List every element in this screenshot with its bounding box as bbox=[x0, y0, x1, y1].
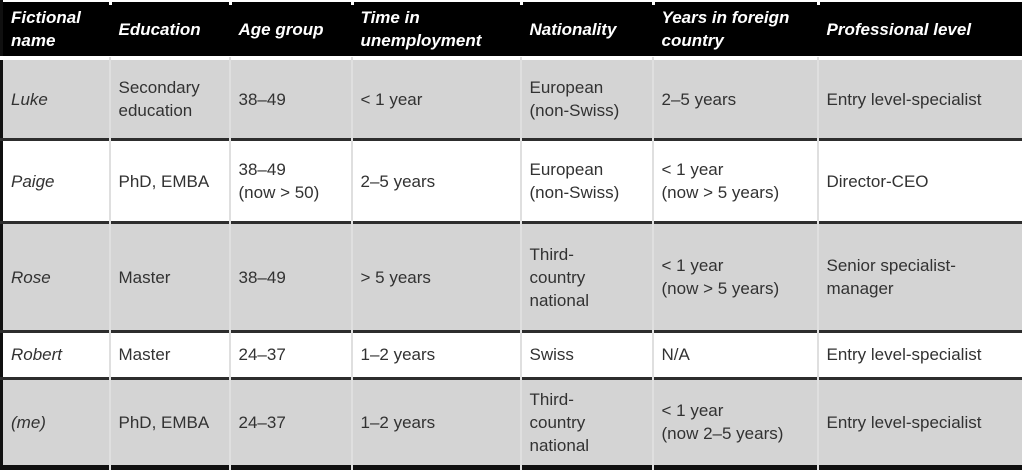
cell-fictional-name: Robert bbox=[1, 330, 111, 379]
table-row-robert: Robert Master 24–37 1–2 years Swiss N/A … bbox=[1, 330, 1022, 379]
cell-education: Master bbox=[110, 221, 231, 332]
table-row-rose: Rose Master 38–49 > 5 years Third- count… bbox=[1, 221, 1022, 332]
cell-time-in-unemployment: 1–2 years bbox=[352, 376, 522, 468]
cell-professional-level: Entry level-specialist bbox=[818, 330, 1022, 379]
cell-fictional-name: Paige bbox=[1, 138, 111, 223]
cell-education: PhD, EMBA bbox=[110, 138, 231, 223]
column-header-fictional-name: Fictional name bbox=[1, 1, 111, 60]
cell-years-in-foreign-country: 2–5 years bbox=[653, 58, 819, 140]
cell-years-in-foreign-country: < 1 year (now > 5 years) bbox=[653, 221, 819, 332]
cell-professional-level: Entry level-specialist bbox=[818, 376, 1022, 468]
column-header-professional-level: Professional level bbox=[818, 1, 1022, 60]
cell-education: Master bbox=[110, 330, 231, 379]
cell-nationality: Swiss bbox=[521, 330, 654, 379]
cell-age-group: 38–49 bbox=[230, 58, 353, 140]
cell-time-in-unemployment: < 1 year bbox=[352, 58, 522, 140]
cell-fictional-name: Rose bbox=[1, 221, 111, 332]
column-header-nationality: Nationality bbox=[521, 1, 654, 60]
cell-education: PhD, EMBA bbox=[110, 376, 231, 468]
column-header-education: Education bbox=[110, 1, 231, 60]
cell-professional-level: Senior specialist- manager bbox=[818, 221, 1022, 332]
cell-nationality: European (non-Swiss) bbox=[521, 58, 654, 140]
cell-time-in-unemployment: 2–5 years bbox=[352, 138, 522, 223]
cell-nationality: European (non-Swiss) bbox=[521, 138, 654, 223]
column-header-age-group: Age group bbox=[230, 1, 353, 60]
cell-professional-level: Entry level-specialist bbox=[818, 58, 1022, 140]
cell-age-group: 24–37 bbox=[230, 376, 353, 468]
column-header-years-in-foreign-country: Years in foreign country bbox=[653, 1, 819, 60]
cell-nationality: Third- country national bbox=[521, 376, 654, 468]
cell-years-in-foreign-country: < 1 year (now 2–5 years) bbox=[653, 376, 819, 468]
cell-fictional-name: Luke bbox=[1, 58, 111, 140]
header-row: Fictional name Education Age group Time … bbox=[1, 1, 1022, 60]
cell-age-group: 38–49 (now > 50) bbox=[230, 138, 353, 223]
table-row-me: (me) PhD, EMBA 24–37 1–2 years Third- co… bbox=[1, 376, 1022, 468]
cell-education: Secondary education bbox=[110, 58, 231, 140]
cell-age-group: 38–49 bbox=[230, 221, 353, 332]
cell-age-group: 24–37 bbox=[230, 330, 353, 379]
table-row-luke: Luke Secondary education 38–49 < 1 year … bbox=[1, 58, 1022, 140]
cell-nationality: Third- country national bbox=[521, 221, 654, 332]
cell-years-in-foreign-country: < 1 year (now > 5 years) bbox=[653, 138, 819, 223]
column-header-time-in-unemployment: Time in unemployment bbox=[352, 1, 522, 60]
cell-time-in-unemployment: 1–2 years bbox=[352, 330, 522, 379]
cell-professional-level: Director-CEO bbox=[818, 138, 1022, 223]
cell-years-in-foreign-country: N/A bbox=[653, 330, 819, 379]
table-row-paige: Paige PhD, EMBA 38–49 (now > 50) 2–5 yea… bbox=[1, 138, 1022, 223]
cell-fictional-name: (me) bbox=[1, 376, 111, 468]
cell-time-in-unemployment: > 5 years bbox=[352, 221, 522, 332]
